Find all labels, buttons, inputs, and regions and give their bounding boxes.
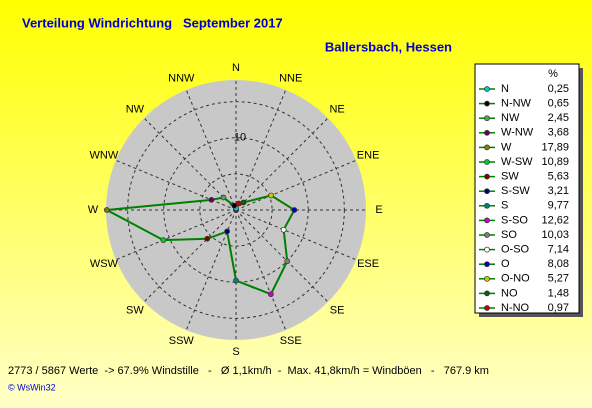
legend-label: N-NO (501, 302, 530, 314)
axis-label: ESE (357, 258, 379, 270)
legend-value: 17,89 (541, 141, 569, 153)
legend-marker (484, 261, 490, 268)
radar-point (103, 207, 110, 213)
axis-label: NNE (279, 73, 302, 85)
legend-label: S-SO (501, 214, 528, 226)
axis-label: W (88, 204, 99, 216)
spoke (235, 209, 287, 331)
legend-value: 0,25 (548, 83, 569, 95)
radar-point (268, 291, 274, 298)
axis-label: SW (126, 304, 144, 316)
radar-point (231, 202, 238, 209)
legend-value: 10,03 (541, 229, 569, 241)
axis-label: WSW (90, 258, 119, 270)
spoke (235, 117, 329, 211)
axis-label: SSE (280, 335, 302, 347)
chart-title: Verteilung Windrichtung September 2017 (22, 15, 283, 30)
legend-value: 7,14 (548, 244, 569, 256)
radar-point (240, 199, 247, 206)
legend-marker (484, 159, 490, 165)
legend-label: S (501, 200, 508, 212)
legend-marker (484, 290, 490, 297)
legend-value: 8,08 (548, 258, 569, 270)
legend-marker (484, 275, 490, 282)
spoke (115, 209, 237, 261)
radar-point (233, 277, 239, 284)
spoke (235, 209, 329, 303)
legend-value: 0,97 (548, 302, 569, 314)
r-tick-label: 10 (234, 132, 246, 144)
spoke (185, 89, 237, 211)
axis-label: SSW (169, 335, 195, 347)
axis-label: NW (126, 103, 145, 115)
legend-marker (484, 217, 490, 224)
spoke (143, 117, 237, 211)
legend-value: 1,48 (548, 287, 569, 299)
radar-point (160, 237, 167, 243)
legend-marker (484, 115, 490, 122)
legend-label: O-NO (501, 273, 530, 285)
legend-marker (484, 173, 490, 180)
legend-marker (484, 129, 490, 136)
legend-marker (484, 144, 490, 151)
footer: 2773 / 5867 Werte -> 67.9% Windstille - … (8, 365, 489, 377)
legend-marker (484, 232, 490, 238)
legend-marker (484, 188, 490, 195)
axis-label: N (232, 62, 240, 74)
legend-value: 12,62 (541, 214, 569, 226)
legend-label: NO (501, 287, 518, 299)
legend-label: W (501, 141, 512, 153)
spoke (143, 209, 237, 303)
radar-point (204, 235, 211, 242)
legend-value: 2,45 (548, 112, 569, 124)
legend-label: NW (501, 112, 520, 124)
legend-box (474, 63, 580, 314)
radar-point (235, 200, 242, 207)
legend-value: 5,27 (548, 273, 569, 285)
spoke (185, 209, 237, 331)
legend-marker (484, 86, 490, 92)
legend-label: SW (501, 171, 519, 183)
radar-point (284, 258, 291, 265)
axis-label: S (232, 346, 239, 358)
legend-label: SO (501, 229, 517, 241)
legend-marker (484, 202, 490, 209)
axis-label: E (375, 204, 382, 216)
legend-value: 10,89 (541, 156, 569, 168)
legend-label: N-NW (501, 98, 532, 110)
legend-label: N (501, 83, 509, 95)
radar-point (280, 226, 287, 233)
axis-label: SE (330, 304, 345, 316)
spoke (235, 89, 287, 211)
axis-label: WNW (90, 150, 119, 162)
legend-label: O-SO (501, 244, 530, 256)
chart-subtitle: Ballersbach, Hessen (325, 39, 452, 54)
copyright: © WsWin32 (8, 382, 56, 392)
legend-header: % (548, 68, 558, 80)
radar-point (220, 194, 227, 201)
radar-point (208, 196, 215, 203)
radar-point (224, 228, 230, 235)
spoke (235, 159, 357, 211)
radar-point (291, 207, 298, 213)
legend-label: W-NW (501, 127, 534, 139)
legend-value: 9,77 (548, 200, 569, 212)
legend-marker (484, 246, 490, 253)
legend-value: 0,65 (548, 98, 569, 110)
spoke (235, 209, 357, 261)
radar-point (268, 192, 275, 199)
legend-label: S-SW (501, 185, 530, 197)
spoke (115, 159, 237, 211)
legend-label: O (501, 258, 510, 270)
legend-marker (484, 305, 490, 311)
legend-value: 3,68 (548, 127, 569, 139)
axis-label: ENE (357, 150, 380, 162)
legend-value: 5,63 (548, 171, 569, 183)
axis-label: NNW (168, 73, 195, 85)
legend-value: 3,21 (548, 185, 569, 197)
legend-marker (484, 100, 490, 107)
legend-label: W-SW (501, 156, 533, 168)
axis-label: NE (329, 103, 344, 115)
